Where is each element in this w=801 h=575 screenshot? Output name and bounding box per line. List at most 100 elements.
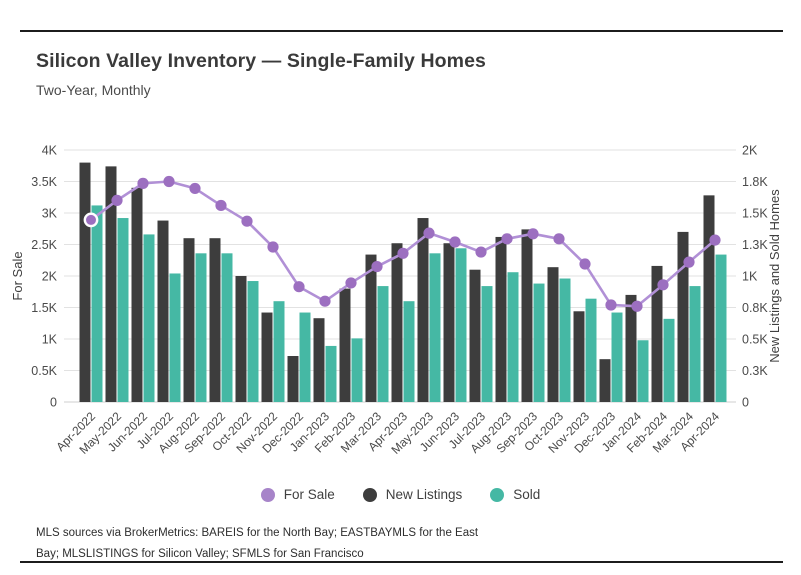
bar-new-listings[interactable] xyxy=(443,243,455,402)
for-sale-point[interactable] xyxy=(709,234,721,246)
for-sale-point[interactable] xyxy=(475,246,487,258)
bar-new-listings[interactable] xyxy=(599,359,611,402)
bar-new-listings[interactable] xyxy=(547,267,559,402)
bar-sold[interactable] xyxy=(143,234,155,402)
for-sale-point[interactable] xyxy=(553,233,565,245)
right-axis-tick-label: 2K xyxy=(742,144,758,158)
right-axis-tick-label: 1K xyxy=(742,270,758,284)
bar-sold[interactable] xyxy=(429,253,441,402)
bar-new-listings[interactable] xyxy=(261,312,273,402)
bar-sold[interactable] xyxy=(611,312,623,402)
bar-new-listings[interactable] xyxy=(469,269,481,402)
bar-sold[interactable] xyxy=(533,283,545,402)
for-sale-point[interactable] xyxy=(657,279,669,291)
bar-sold[interactable] xyxy=(351,338,363,402)
left-axis-tick-label: 0 xyxy=(50,396,57,410)
for-sale-point[interactable] xyxy=(501,233,513,245)
bar-sold[interactable] xyxy=(91,205,103,402)
bar-sold[interactable] xyxy=(377,286,389,402)
bar-new-listings[interactable] xyxy=(209,238,221,402)
left-axis-tick-label: 2.5K xyxy=(31,238,57,252)
right-axis-tick-label: 0.3K xyxy=(742,364,768,378)
bar-sold[interactable] xyxy=(715,254,727,402)
for-sale-point[interactable] xyxy=(527,228,539,240)
bar-new-listings[interactable] xyxy=(287,356,299,402)
right-axis-tick-label: 0 xyxy=(742,396,749,410)
right-axis-tick-label: 1.5K xyxy=(742,207,768,221)
bar-new-listings[interactable] xyxy=(365,254,377,402)
for-sale-point[interactable] xyxy=(215,199,227,212)
for-sale-point[interactable] xyxy=(189,182,201,195)
right-axis-title: New Listings and Sold Homes xyxy=(767,189,782,363)
bar-new-listings[interactable] xyxy=(573,311,585,402)
for-sale-point[interactable] xyxy=(267,241,279,253)
bar-sold[interactable] xyxy=(481,286,493,402)
bar-new-listings[interactable] xyxy=(391,243,403,402)
for-sale-point[interactable] xyxy=(579,258,591,270)
for-sale-point[interactable] xyxy=(449,236,461,248)
bar-new-listings[interactable] xyxy=(703,195,715,402)
for-sale-point[interactable] xyxy=(605,299,617,311)
bar-sold[interactable] xyxy=(663,318,675,402)
left-axis-tick-label: 0.5K xyxy=(31,364,57,378)
bar-sold[interactable] xyxy=(273,301,285,402)
bar-new-listings[interactable] xyxy=(131,187,143,402)
bar-sold[interactable] xyxy=(221,253,233,402)
left-axis-tick-label: 3.5K xyxy=(31,175,57,189)
bar-sold[interactable] xyxy=(325,345,337,402)
bar-sold[interactable] xyxy=(247,281,259,402)
left-axis-title: For Sale xyxy=(10,251,25,300)
bar-sold[interactable] xyxy=(169,273,181,402)
legend-item-for-sale[interactable]: For Sale xyxy=(260,487,335,502)
for-sale-point[interactable] xyxy=(345,277,357,289)
bar-sold[interactable] xyxy=(559,278,571,402)
legend-item-sold[interactable]: Sold xyxy=(490,487,540,502)
bar-new-listings[interactable] xyxy=(677,231,689,402)
for-sale-point[interactable] xyxy=(293,281,305,293)
left-axis-tick-label: 4K xyxy=(42,144,58,158)
bar-new-listings[interactable] xyxy=(157,220,169,402)
bar-new-listings[interactable] xyxy=(625,294,637,402)
bar-new-listings[interactable] xyxy=(521,229,533,402)
right-axis-tick-label: 0.8K xyxy=(742,301,768,315)
for-sale-point[interactable] xyxy=(241,215,253,227)
bar-new-listings[interactable] xyxy=(651,265,663,402)
bar-new-listings[interactable] xyxy=(339,288,351,402)
bar-sold[interactable] xyxy=(117,218,129,402)
for-sale-point[interactable] xyxy=(163,175,175,188)
bar-sold[interactable] xyxy=(637,340,649,402)
bar-sold[interactable] xyxy=(689,286,701,402)
for-sale-point[interactable] xyxy=(631,300,643,312)
bar-new-listings[interactable] xyxy=(79,162,91,402)
legend-label: New Listings xyxy=(385,487,463,502)
bar-sold[interactable] xyxy=(585,298,597,402)
bar-sold[interactable] xyxy=(195,253,207,402)
bar-new-listings[interactable] xyxy=(183,238,195,402)
for-sale-point[interactable] xyxy=(423,227,435,239)
for-sale-point[interactable] xyxy=(683,256,695,268)
source-note: MLS sources via BrokerMetrics: BAREIS fo… xyxy=(36,523,478,565)
bar-new-listings[interactable] xyxy=(495,236,507,402)
bar-new-listings[interactable] xyxy=(417,218,429,402)
bar-new-listings[interactable] xyxy=(313,318,325,402)
bar-new-listings[interactable] xyxy=(105,166,117,402)
bar-new-listings[interactable] xyxy=(235,276,247,402)
for-sale-point[interactable] xyxy=(397,247,409,259)
right-axis-tick-label: 1.8K xyxy=(742,175,768,189)
bottom-divider xyxy=(20,561,783,563)
for-sale-point[interactable] xyxy=(319,295,331,307)
bar-sold[interactable] xyxy=(403,301,415,402)
for-sale-point[interactable] xyxy=(371,260,383,273)
source-note-line1: MLS sources via BrokerMetrics: BAREIS fo… xyxy=(36,527,479,539)
inventory-combo-chart: 0 0 0.5K 0.3K 1K 0.5K 1.5K 0.8K 2K 1K 2.5K 1.3K 3K 1.… xyxy=(10,144,782,457)
chart-legend: For Sale New Listings Sold xyxy=(0,487,801,502)
for-sale-point[interactable] xyxy=(83,212,99,228)
left-axis-tick-label: 1.5K xyxy=(31,301,57,315)
bar-sold[interactable] xyxy=(299,312,311,402)
bar-sold[interactable] xyxy=(455,248,467,402)
for-sale-point[interactable] xyxy=(111,194,123,206)
bar-sold[interactable] xyxy=(507,272,519,402)
legend-item-new-listings[interactable]: New Listings xyxy=(362,487,463,502)
for-sale-point[interactable] xyxy=(137,177,149,189)
sold-swatch-icon xyxy=(490,487,505,502)
